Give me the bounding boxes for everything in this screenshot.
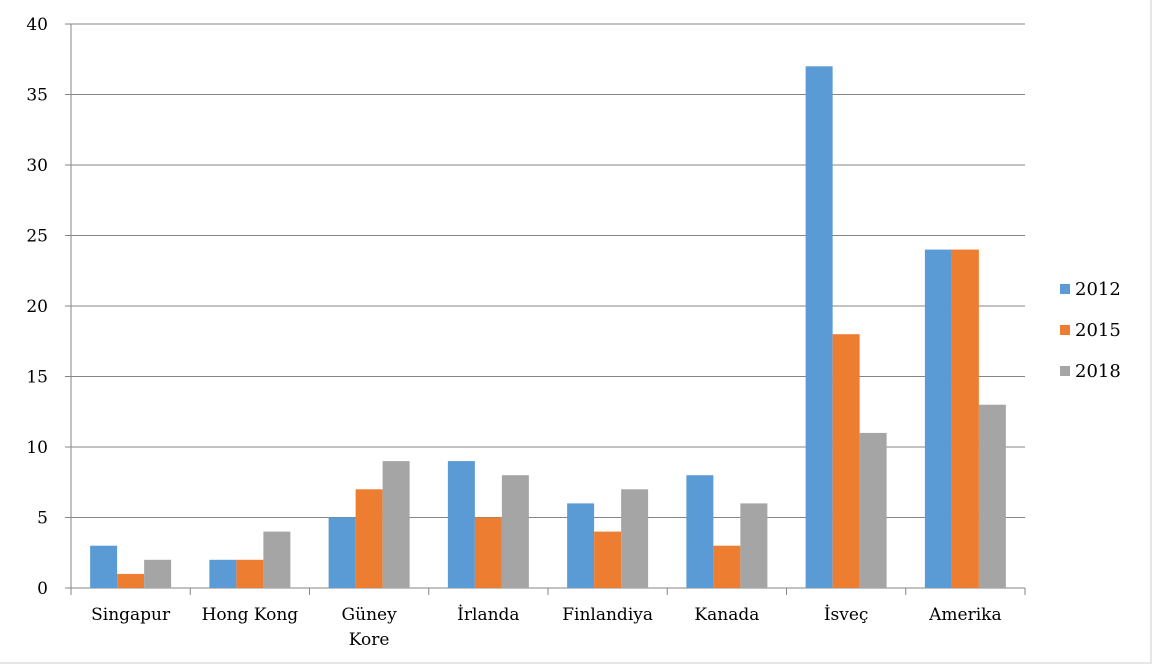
y-tick-label: 25 <box>26 227 48 247</box>
y-tick-label: 5 <box>37 509 48 529</box>
x-tick-label: Hong Kong <box>202 605 299 625</box>
bar-2012-3 <box>447 461 475 588</box>
x-tick-label: Singapur <box>91 605 171 625</box>
bar-2012-4 <box>567 503 595 588</box>
bars <box>90 66 1006 589</box>
bar-2018-7 <box>978 404 1006 588</box>
bar-2018-2 <box>382 461 410 588</box>
legend-swatch-2018 <box>1060 366 1070 376</box>
y-tick-label: 30 <box>26 156 48 176</box>
bar-2015-4 <box>594 531 622 588</box>
bar-2015-6 <box>832 334 860 588</box>
legend-label-2015: 2015 <box>1075 320 1121 341</box>
y-tick-label: 15 <box>26 368 48 388</box>
bar-2018-3 <box>501 475 529 588</box>
y-tick-label: 10 <box>26 438 48 458</box>
legend-swatch-2012 <box>1060 284 1070 294</box>
bar-2012-1 <box>209 559 237 588</box>
x-tick-labels: Singapur Hong Kong Güney Kore İrlanda Finland… <box>91 604 1001 650</box>
gridlines <box>71 23 1025 518</box>
bar-2018-0 <box>144 559 172 588</box>
y-tick-label: 20 <box>26 297 48 317</box>
bar-2015-1 <box>236 559 264 588</box>
y-tick-labels: 0 5 10 15 20 25 30 35 40 <box>26 15 48 599</box>
x-tick-label: İrlanda <box>457 604 519 625</box>
legend: 2012 2015 2018 <box>1060 279 1121 382</box>
y-tick-label: 35 <box>26 86 48 106</box>
y-tick-label: 0 <box>37 579 48 599</box>
legend-label-2018: 2018 <box>1075 361 1121 382</box>
bar-2018-6 <box>859 432 887 588</box>
x-tick-label: Finlandiya <box>562 605 653 625</box>
x-tick-label: Güney Kore <box>342 605 398 650</box>
bar-2012-5 <box>686 475 714 588</box>
bar-2018-5 <box>740 503 768 588</box>
legend-swatch-2015 <box>1060 325 1070 335</box>
bar-2012-7 <box>924 249 952 588</box>
x-tick-label: Kanada <box>694 605 759 625</box>
legend-label-2012: 2012 <box>1075 279 1121 300</box>
bar-2012-2 <box>328 517 356 588</box>
bar-2015-2 <box>355 489 383 588</box>
bar-2018-1 <box>263 531 291 588</box>
bar-2015-0 <box>117 573 145 588</box>
bar-2012-6 <box>805 66 833 589</box>
x-tick-label: İsveç <box>824 604 869 625</box>
bar-2015-5 <box>713 545 741 588</box>
y-tick-label: 40 <box>26 15 48 35</box>
x-tick-label: Amerika <box>928 605 1001 625</box>
bar-2012-0 <box>90 545 118 588</box>
bar-2015-7 <box>951 249 979 588</box>
bar-2015-3 <box>474 517 502 588</box>
bar-2018-4 <box>621 489 649 588</box>
